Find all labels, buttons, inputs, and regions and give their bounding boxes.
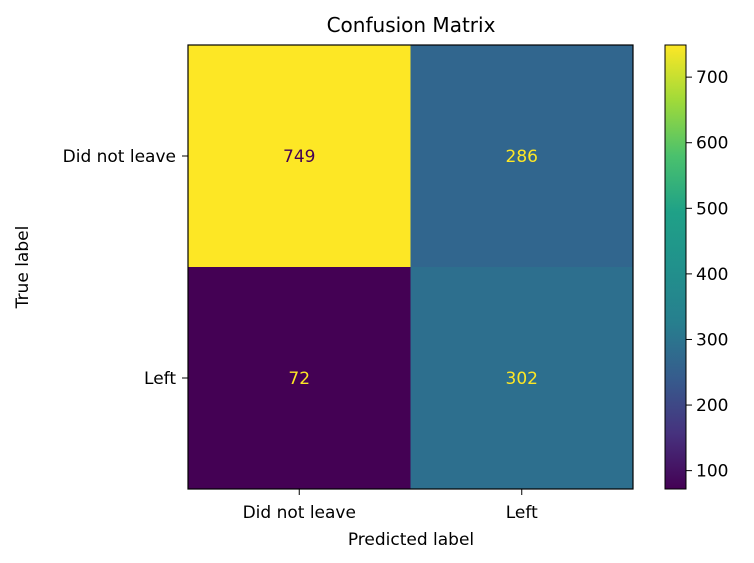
plot-frame — [187, 44, 634, 490]
colorbar-tick-label: 200 — [696, 396, 728, 416]
colorbar-ticks: 100 200 300 400 500 600 700 — [686, 68, 728, 482]
x-axis-ticks: Did not leave Left — [243, 489, 538, 523]
x-tick-label: Did not leave — [243, 503, 356, 523]
heatmap-cell — [188, 45, 411, 267]
y-tick-label: Did not leave — [63, 147, 176, 167]
cell-value-label: 72 — [288, 369, 310, 389]
heatmap-cells — [188, 45, 633, 489]
x-axis-label: Predicted label — [348, 530, 474, 550]
colorbar-tick-label: 100 — [696, 462, 728, 482]
x-tick-label: Left — [506, 503, 538, 523]
cell-value-label: 749 — [283, 147, 315, 167]
colorbar-tick-label: 700 — [696, 68, 728, 88]
colorbar-tick-label: 500 — [696, 199, 728, 219]
heatmap-cell-labels: 749 286 72 302 — [283, 147, 538, 389]
y-tick-label: Left — [144, 369, 176, 389]
heatmap-cell — [410, 267, 633, 489]
heatmap-cell — [410, 45, 633, 267]
cell-value-label: 286 — [506, 147, 538, 167]
colorbar-tick-label: 300 — [696, 330, 728, 350]
colorbar — [664, 44, 687, 490]
heatmap-cell — [188, 267, 411, 489]
y-axis-ticks: Did not leave Left — [63, 147, 188, 389]
cell-value-label: 302 — [506, 369, 538, 389]
colorbar-tick-label: 600 — [696, 134, 728, 154]
chart-title: Confusion Matrix — [327, 13, 496, 37]
y-axis-label: True label — [13, 226, 33, 310]
colorbar-tick-label: 400 — [696, 265, 728, 285]
